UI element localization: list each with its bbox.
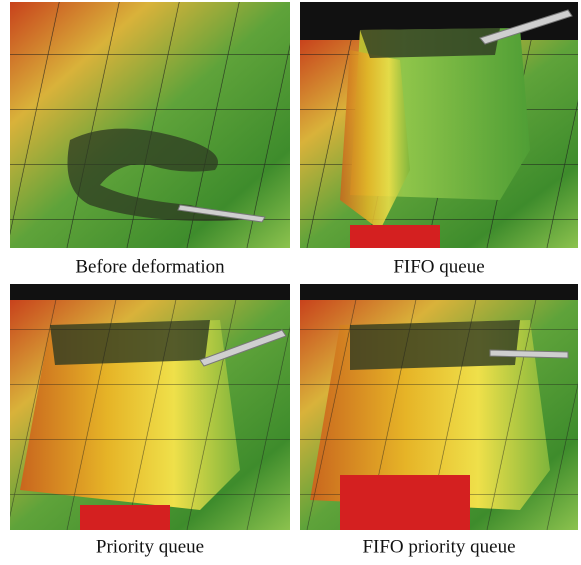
- panel-image: [300, 284, 578, 530]
- caption: Before deformation: [75, 256, 225, 277]
- figure: Before deformation FIFO queue Priority q…: [0, 0, 581, 560]
- panel-image: [10, 284, 290, 530]
- caption: FIFO queue: [393, 256, 484, 277]
- panel-image: [300, 2, 578, 248]
- caption: Priority queue: [96, 536, 204, 557]
- panel-image: [10, 2, 290, 248]
- caption: FIFO priority queue: [362, 536, 515, 557]
